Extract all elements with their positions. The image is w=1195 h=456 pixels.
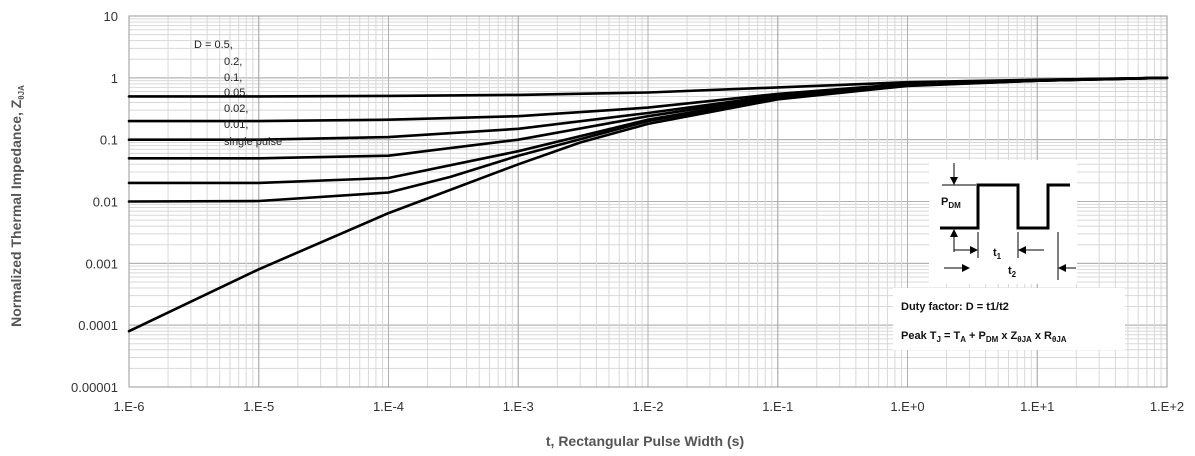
legend-label-d05: D = 0.5, (194, 39, 233, 51)
peak-formula-text: Peak TJ = TA + PDM x ZθJA x RθJA (901, 330, 1067, 344)
legend: D = 0.5, 0.2, 0.1, 0.05, 0.02, 0.01, sin… (194, 39, 282, 148)
x-tick-label: 1.E-5 (243, 399, 274, 414)
formula-annotation-box: Duty factor: D = t1/t2 Peak TJ = TA + PD… (893, 288, 1125, 350)
x-tick-label: 1.E-2 (632, 399, 663, 414)
y-axis-title: Normalized Thermal Impedance, ZθJA (8, 85, 26, 327)
t2-arrow-left-icon (1058, 264, 1066, 272)
x-axis-title: t, Rectangular Pulse Width (s) (546, 433, 744, 449)
legend-label-single-pulse: single pulse (224, 136, 282, 148)
x-tick-label: 1.E-1 (762, 399, 793, 414)
t1-label: t1 (993, 247, 1002, 261)
x-tick-label: 1.E-4 (373, 399, 404, 414)
pdm-arrow-up-icon (950, 229, 958, 237)
y-tick-label: 0.1 (100, 133, 118, 148)
duty-factor-text: Duty factor: D = t1/t2 (901, 301, 1009, 313)
legend-label-d01: 0.1, (224, 72, 242, 84)
legend-label-d001: 0.01, (224, 119, 248, 131)
y-tick-label: 0.00001 (71, 380, 118, 395)
series-line-7 (127, 76, 1169, 333)
y-axis-tick-labels: 10 1 0.1 0.01 0.001 0.0001 0.00001 (71, 9, 118, 395)
x-tick-label: 1.E-6 (113, 399, 144, 414)
y-tick-label: 10 (104, 9, 118, 24)
legend-label-d02: 0.2, (224, 56, 242, 68)
t1-arrow-left-icon (1018, 246, 1026, 254)
series-lines (127, 76, 1169, 333)
x-tick-label: 1.E+2 (1150, 399, 1184, 414)
pdm-arrow-down-icon (950, 177, 958, 185)
t2-arrow-right-icon (962, 264, 970, 272)
y-tick-label: 0.001 (85, 256, 118, 271)
pdm-label: PDM (941, 196, 961, 210)
legend-label-d002: 0.02, (224, 103, 248, 115)
x-tick-label: 1.E-3 (503, 399, 534, 414)
annotation-background (893, 288, 1125, 350)
pulse-waveform-inset: PDM t1 t2 (929, 160, 1077, 284)
y-tick-label: 0.0001 (78, 318, 118, 333)
legend-label-d005: 0.05, (224, 87, 248, 99)
x-axis-tick-labels: 1.E-6 1.E-5 1.E-4 1.E-3 1.E-2 1.E-1 1.E+0 1.E+1… (113, 399, 1184, 414)
t2-label: t2 (1008, 265, 1017, 279)
y-tick-label: 1 (111, 71, 118, 86)
pulse-waveform (940, 183, 1070, 230)
x-tick-label: 1.E+1 (1020, 399, 1054, 414)
t1-arrow-right-icon (970, 246, 978, 254)
y-tick-label: 0.01 (93, 195, 118, 210)
x-tick-label: 1.E+0 (890, 399, 924, 414)
